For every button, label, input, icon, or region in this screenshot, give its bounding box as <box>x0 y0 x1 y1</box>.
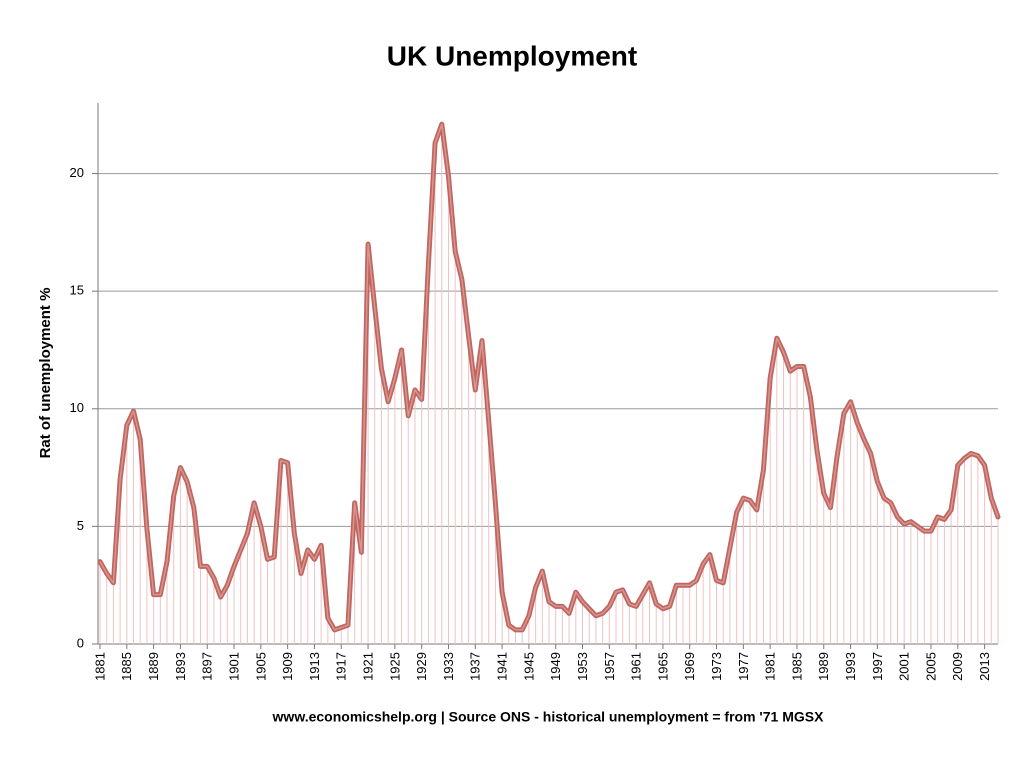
y-tick-label: 20 <box>70 165 84 180</box>
x-tick-label: 1925 <box>387 652 402 681</box>
x-tick-label: 1977 <box>736 652 751 681</box>
x-tick-label: 1965 <box>655 652 670 681</box>
x-tick-label: 1893 <box>173 652 188 681</box>
x-tick-label: 1969 <box>682 652 697 681</box>
x-tick-label: 1993 <box>843 652 858 681</box>
x-tick-label: 1917 <box>334 652 349 681</box>
x-tick-label: 2013 <box>977 652 992 681</box>
chart-title: UK Unemployment <box>387 40 637 71</box>
x-tick-label: 2009 <box>950 652 965 681</box>
y-axis-label: Rat of unemployment % <box>37 288 54 459</box>
x-tick-label: 1957 <box>602 652 617 681</box>
x-tick-label: 1885 <box>119 652 134 681</box>
y-tick-label: 10 <box>70 400 84 415</box>
x-tick-label: 1997 <box>870 652 885 681</box>
x-tick-label: 1973 <box>709 652 724 681</box>
x-tick-label: 1929 <box>414 652 429 681</box>
x-tick-label: 1981 <box>763 652 778 681</box>
x-tick-label: 1913 <box>307 652 322 681</box>
x-tick-label: 1945 <box>521 652 536 681</box>
x-tick-label: 1909 <box>280 652 295 681</box>
x-tick-label: 1985 <box>789 652 804 681</box>
x-tick-label: 1905 <box>253 652 268 681</box>
x-tick-label: 1933 <box>441 652 456 681</box>
x-tick-label: 1949 <box>548 652 563 681</box>
x-axis-label: www.economicshelp.org | Source ONS - his… <box>272 709 825 725</box>
x-tick-label: 1941 <box>495 652 510 681</box>
x-tick-label: 1921 <box>360 652 375 681</box>
y-tick-label: 0 <box>77 635 84 650</box>
x-tick-label: 1989 <box>816 652 831 681</box>
x-tick-label: 1897 <box>200 652 215 681</box>
x-tick-label: 1953 <box>575 652 590 681</box>
x-tick-label: 1901 <box>226 652 241 681</box>
y-tick-label: 5 <box>77 518 84 533</box>
x-tick-label: 1961 <box>629 652 644 681</box>
data-line-highlight <box>99 123 999 631</box>
y-tick-label: 15 <box>70 283 84 298</box>
x-tick-label: 1889 <box>146 652 161 681</box>
x-tick-label: 2005 <box>923 652 938 681</box>
x-tick-label: 1937 <box>468 652 483 681</box>
x-tick-label: 1881 <box>92 652 107 681</box>
data-line <box>97 121 1001 633</box>
x-tick-label: 2001 <box>897 652 912 681</box>
